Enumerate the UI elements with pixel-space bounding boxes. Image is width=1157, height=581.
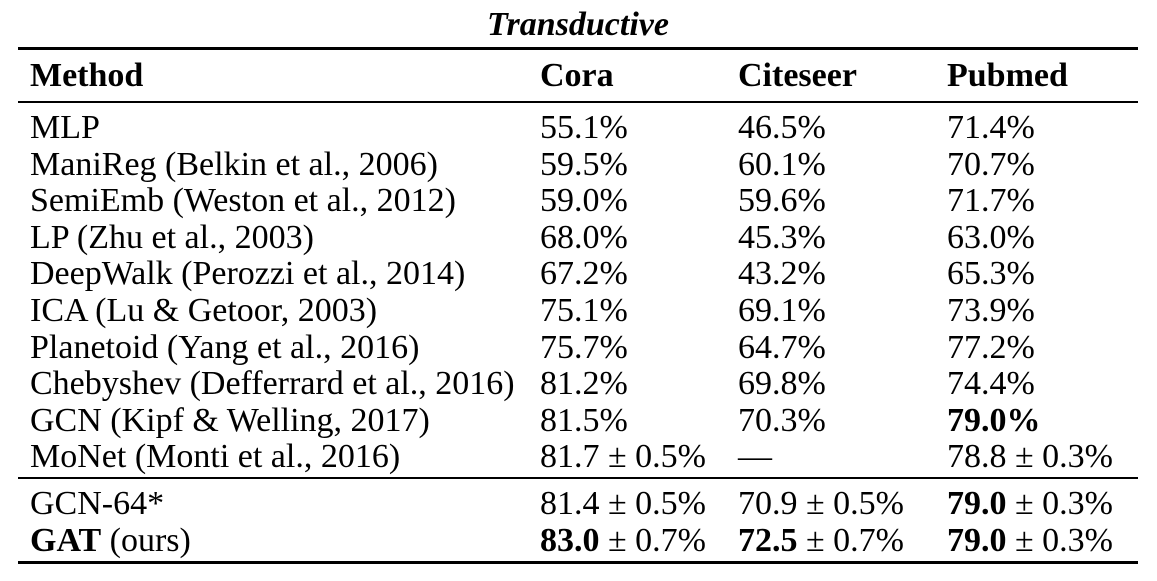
cell-cora: 81.4 ± 0.5% — [540, 484, 706, 522]
cell-cora: 75.7% — [540, 328, 628, 366]
cell-cora: 55.1% — [540, 109, 628, 146]
table-row: GCN-64* 81.4 ± 0.5% 70.9 ± 0.5% 79.0 ± 0.3% — [18, 484, 1138, 523]
cell-method: DeepWalk (Perozzi et al., 2014) — [30, 255, 466, 293]
table-row: LP (Zhu et al., 2003) 68.0% 45.3% 63.0% — [18, 218, 1138, 257]
cell-cora: 59.5% — [540, 145, 628, 183]
cell-method: Planetoid (Yang et al., 2016) — [30, 328, 420, 366]
table-header-row: Method Cora Citeseer Pubmed — [18, 50, 1138, 101]
cell-method: GCN (Kipf & Welling, 2017) — [30, 401, 430, 439]
cell-pubmed: 71.7% — [947, 182, 1035, 220]
cell-method: LP (Zhu et al., 2003) — [30, 218, 314, 256]
cell-pubmed: 77.2% — [947, 328, 1035, 366]
table-section-ours: GCN-64* 81.4 ± 0.5% 70.9 ± 0.5% 79.0 ± 0.3%… — [18, 479, 1138, 561]
cell-citeseer: 69.1% — [738, 291, 826, 329]
summary-divider-rule — [18, 476, 1138, 479]
header-divider-rule — [18, 101, 1138, 103]
cell-cora: 81.7 ± 0.5% — [540, 438, 706, 476]
cell-citeseer: 59.6% — [738, 182, 826, 220]
cell-pubmed: 74.4% — [947, 365, 1035, 403]
cell-pubmed: 78.8 ± 0.3% — [947, 438, 1113, 476]
cell-citeseer: 72.5 ± 0.7% — [738, 521, 904, 559]
cell-cora: 81.2% — [540, 365, 628, 403]
cell-method: ICA (Lu & Getoor, 2003) — [30, 291, 378, 329]
results-table: Transductive Method Cora Citeseer Pubmed… — [18, 0, 1138, 565]
cell-cora: 75.1% — [540, 291, 628, 329]
cell-pubmed: 79.0 ± 0.3% — [947, 484, 1113, 522]
cell-citeseer: — — [738, 438, 772, 476]
cell-method: MLP — [30, 109, 100, 146]
cell-citeseer: 69.8% — [738, 365, 826, 403]
cell-citeseer: 46.5% — [738, 109, 826, 146]
cell-pubmed: 79.0% — [947, 401, 1041, 439]
cell-cora: 81.5% — [540, 401, 628, 439]
table-row: GAT (ours) 83.0 ± 0.7% 72.5 ± 0.7% 79.0 ± 0… — [18, 521, 1138, 560]
cell-cora: 59.0% — [540, 182, 628, 220]
cell-citeseer: 70.3% — [738, 401, 826, 439]
cell-citeseer: 64.7% — [738, 328, 826, 366]
table-row: MLP 55.1% 46.5% 71.4% — [18, 109, 1138, 147]
cell-pubmed: 70.7% — [947, 145, 1035, 183]
table-group-title: Transductive — [487, 6, 669, 43]
cell-pubmed: 73.9% — [947, 291, 1035, 329]
column-header-method: Method — [30, 56, 144, 94]
table-row: SemiEmb (Weston et al., 2012) 59.0% 59.6% 7… — [18, 182, 1138, 220]
cell-citeseer: 43.2% — [738, 255, 826, 293]
column-header-citeseer: Citeseer — [738, 56, 857, 94]
cell-pubmed: 65.3% — [947, 255, 1035, 293]
top-rule — [18, 47, 1138, 50]
table-row: MoNet (Monti et al., 2016) 81.7 ± 0.5% — 78… — [18, 439, 1138, 476]
cell-pubmed: 79.0 ± 0.3% — [947, 521, 1113, 559]
table-row: Planetoid (Yang et al., 2016) 75.7% 64.7% 7… — [18, 328, 1138, 367]
cell-citeseer: 60.1% — [738, 145, 826, 183]
cell-citeseer: 70.9 ± 0.5% — [738, 484, 904, 522]
column-header-pubmed: Pubmed — [947, 56, 1068, 94]
table-section-baselines: MLP 55.1% 46.5% 71.4% ManiReg (Belkin et al.… — [18, 103, 1138, 477]
cell-method: ManiReg (Belkin et al., 2006) — [30, 145, 438, 183]
cell-cora: 83.0 ± 0.7% — [540, 521, 706, 559]
cell-cora: 68.0% — [540, 218, 628, 256]
column-header-cora: Cora — [540, 56, 614, 94]
table-row: GCN (Kipf & Welling, 2017) 81.5% 70.3% 79.0… — [18, 401, 1138, 440]
cell-method: GAT (ours) — [30, 521, 191, 559]
cell-pubmed: 71.4% — [947, 109, 1035, 146]
cell-citeseer: 45.3% — [738, 218, 826, 256]
cell-method: SemiEmb (Weston et al., 2012) — [30, 182, 456, 220]
table-row: DeepWalk (Perozzi et al., 2014) 67.2% 43.2… — [18, 256, 1138, 293]
cell-method: Chebyshev (Defferrard et al., 2016) — [30, 365, 515, 403]
table-row: Chebyshev (Defferrard et al., 2016) 81.2%… — [18, 365, 1138, 403]
cell-method: MoNet (Monti et al., 2016) — [30, 438, 401, 476]
cell-cora: 67.2% — [540, 255, 628, 293]
bottom-rule — [18, 561, 1138, 565]
table-row: ICA (Lu & Getoor, 2003) 75.1% 69.1% 73.9% — [18, 291, 1138, 330]
table-row: ManiReg (Belkin et al., 2006) 59.5% 60.1% 7… — [18, 145, 1138, 184]
cell-method: GCN-64* — [30, 484, 165, 522]
cell-pubmed: 63.0% — [947, 218, 1035, 256]
